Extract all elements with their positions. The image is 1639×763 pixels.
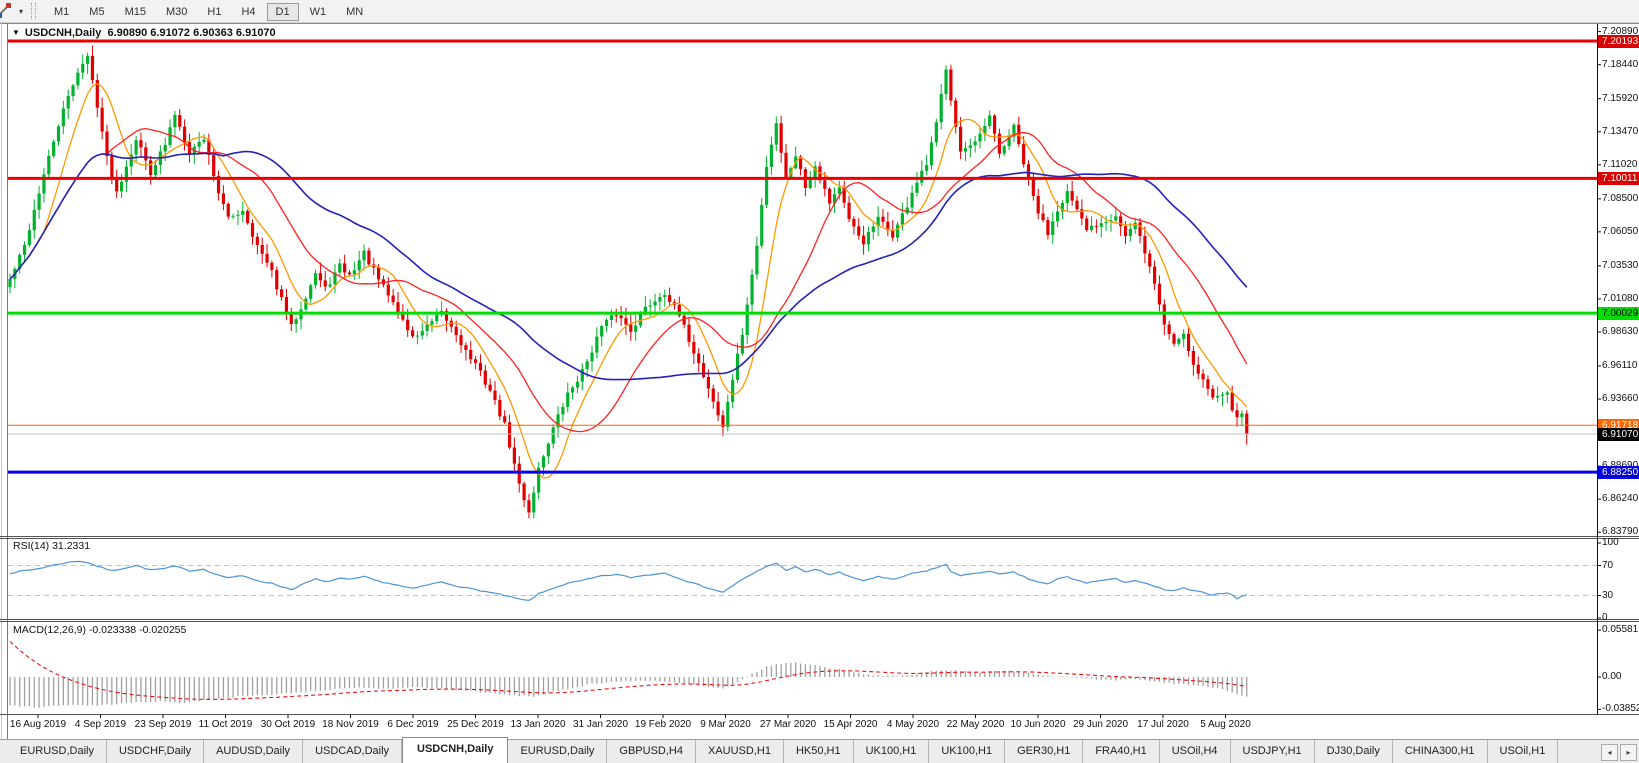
chart-tab-17-usoil-h1[interactable]: USOil,H1 — [1488, 740, 1559, 763]
chart-tab-14-usdjpy-h1[interactable]: USDJPY,H1 — [1231, 740, 1315, 763]
timeframe-button-m1[interactable]: M1 — [54, 6, 70, 18]
rsi-axis-tick: 100 — [1602, 537, 1619, 548]
chart-tab-6-gbpusd-h4[interactable]: GBPUSD,H4 — [607, 740, 696, 763]
timeframe-button-mn[interactable]: MN — [346, 6, 364, 18]
date-axis-label: 22 May 2020 — [946, 719, 1005, 730]
chart-tab-11-ger30-h1[interactable]: GER30,H1 — [1005, 740, 1084, 763]
date-axis-label: 25 Dec 2019 — [447, 719, 504, 730]
date-axis-label: 4 Sep 2019 — [74, 719, 127, 730]
date-axis-label: 16 Aug 2019 — [9, 719, 67, 730]
chart-tab-4-usdcnh-daily[interactable]: USDCNH,Daily — [402, 737, 509, 763]
chart-tab-1-usdchf-daily[interactable]: USDCHF,Daily — [107, 740, 205, 763]
timeframe-toolbar: ▾ M1 M5 M15 M30 H1 H4 D1 W1 MN — [0, 0, 1639, 23]
timeframe-button-d1[interactable]: D1 — [266, 3, 299, 21]
chart-tab-2-audusd-daily[interactable]: AUDUSD,Daily — [204, 740, 304, 763]
price-axis-tick: 7.11020 — [1602, 158, 1638, 170]
chart-menu-icon[interactable]: ▼ — [12, 28, 20, 37]
chart-tab-13-usoil-h4[interactable]: USOil,H4 — [1160, 740, 1231, 763]
date-axis-label: 15 Apr 2020 — [823, 719, 878, 730]
date-axis-label: 6 Dec 2019 — [387, 719, 439, 730]
timeframe-button-m15[interactable]: M15 — [124, 6, 146, 18]
timeframe-button-w1[interactable]: W1 — [309, 6, 327, 18]
price-line-badge: 7.00029 — [1598, 306, 1639, 320]
price-axis-tick: 7.20890 — [1602, 25, 1639, 37]
date-axis-label: 27 Mar 2020 — [759, 719, 817, 730]
price-axis-tick: 7.03530 — [1602, 259, 1639, 271]
chart-tab-10-uk100-h1[interactable]: UK100,H1 — [929, 740, 1006, 763]
date-axis-label: 5 Aug 2020 — [1200, 719, 1251, 730]
rsi-label: RSI(14) 31.2331 — [13, 540, 91, 552]
date-axis-label: 18 Nov 2019 — [322, 719, 379, 730]
chart-title: ▼ USDCNH,Daily 6.90890 6.91072 6.90363 6.… — [12, 27, 276, 39]
price-axis-tick: 7.08500 — [1602, 192, 1639, 204]
price-axis-tick: 6.83790 — [1602, 526, 1639, 538]
date-axis-label: 4 May 2020 — [886, 719, 940, 730]
chart-tab-3-usdcad-daily[interactable]: USDCAD,Daily — [303, 740, 403, 763]
chart-tab-12-fra40-h1[interactable]: FRA40,H1 — [1083, 740, 1160, 763]
chart-title-symbol: USDCNH,Daily — [24, 27, 102, 39]
chart-tab-0-eurusd-daily[interactable]: EURUSD,Daily — [8, 740, 107, 763]
date-axis-label: 29 Jun 2020 — [1072, 719, 1129, 730]
timeframe-button-h1[interactable]: H1 — [207, 6, 222, 18]
price-axis-tick: 7.15920 — [1602, 92, 1639, 104]
tab-scroll-buttons: ◂ ▸ — [1601, 744, 1637, 761]
date-axis-label: 9 Mar 2020 — [700, 719, 751, 730]
price-axis-tick: 7.18440 — [1602, 58, 1639, 70]
chart-tab-bar: EURUSD,Daily USDCHF,Daily AUDUSD,Daily USDC… — [0, 737, 1639, 763]
price-axis-tick: 6.96110 — [1602, 360, 1638, 371]
date-axis-label: 31 Jan 2020 — [572, 719, 629, 730]
date-axis-label: 17 Jul 2020 — [1137, 719, 1189, 730]
chart-tab-9-uk100-h1[interactable]: UK100,H1 — [854, 740, 930, 763]
current-price-badge: 6.91070 — [1598, 427, 1639, 441]
chart-title-ohlc: 6.90890 6.91072 6.90363 6.91070 — [107, 27, 276, 39]
macd-axis-tick: -0.038524 — [1602, 703, 1639, 715]
timeframe-button-m30[interactable]: M30 — [165, 6, 188, 18]
chart-tab-5-eurusd-daily[interactable]: EURUSD,Daily — [508, 740, 608, 763]
chart-tab-15-dj30-daily[interactable]: DJ30,Daily — [1315, 740, 1393, 763]
date-axis-label: 19 Feb 2020 — [634, 719, 692, 730]
tab-scroll-right-icon[interactable]: ▸ — [1620, 744, 1637, 761]
rsi-axis-tick: 70 — [1602, 559, 1614, 571]
price-axis-tick: 7.01080 — [1602, 292, 1639, 304]
date-axis-label: 23 Sep 2019 — [134, 719, 192, 730]
price-axis-tick: 7.13470 — [1602, 125, 1639, 137]
timeframe-button-h4[interactable]: H4 — [241, 6, 256, 18]
date-axis-label: 30 Oct 2019 — [260, 719, 316, 730]
price-axis-tick: 7.06050 — [1602, 225, 1639, 237]
date-axis-label: 11 Oct 2019 — [198, 719, 253, 730]
price-line-badge: 6.88250 — [1598, 465, 1639, 479]
rsi-axis-tick: 30 — [1602, 589, 1614, 601]
toolbar-grip — [31, 3, 37, 19]
tab-scroll-left-icon[interactable]: ◂ — [1601, 744, 1618, 761]
price-line-badge: 7.20193 — [1598, 34, 1639, 48]
price-axis-tick: 6.93660 — [1602, 393, 1639, 405]
price-axis-tick: 6.86240 — [1602, 493, 1639, 505]
price-line-badge: 7.10011 — [1598, 171, 1639, 185]
date-axis-label: 13 Jan 2020 — [510, 719, 566, 730]
date-axis-label: 10 Jun 2020 — [1010, 719, 1066, 730]
timeframe-button-m5[interactable]: M5 — [89, 6, 105, 18]
macd-axis-tick: 0.00 — [1602, 671, 1622, 682]
chart-tab-7-xauusd-h1[interactable]: XAUUSD,H1 — [696, 740, 784, 763]
tool-dropdown-caret-icon[interactable]: ▾ — [19, 6, 24, 16]
chart-tab-8-hk50-h1[interactable]: HK50,H1 — [784, 740, 854, 763]
rsi-axis-tick: 0 — [1602, 612, 1608, 623]
macd-axis-tick: 0.05581 — [1602, 624, 1639, 636]
price-axis-tick: 6.98630 — [1602, 325, 1639, 337]
timeframe-buttons: M1 M5 M15 M30 H1 H4 D1 W1 MN — [44, 2, 373, 21]
macd-label: MACD(12,26,9) -0.023338 -0.020255 — [13, 624, 187, 636]
chart-tab-16-china300-h1[interactable]: CHINA300,H1 — [1393, 740, 1488, 763]
drawing-tools-icon[interactable] — [0, 2, 17, 20]
